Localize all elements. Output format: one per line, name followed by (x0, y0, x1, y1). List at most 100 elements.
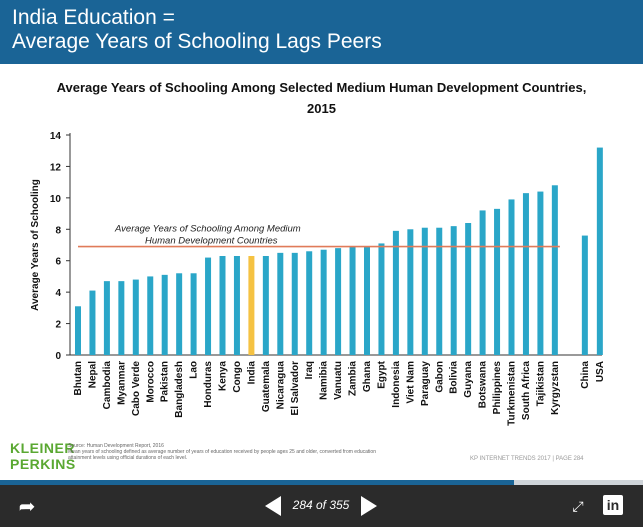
bar (335, 248, 342, 355)
bar (392, 230, 399, 355)
x-tick-label: Bangladesh (174, 361, 185, 418)
bar (190, 273, 197, 355)
y-tick-label: 8 (55, 225, 61, 236)
bar (89, 290, 96, 355)
bar (581, 235, 588, 355)
progress-bar[interactable] (0, 480, 643, 485)
source-line3: attainment levels using official duratio… (68, 455, 188, 461)
bar (537, 191, 544, 355)
expand-icon: ⤢ (572, 497, 584, 514)
bar-chart: 0 2 4 6 8 10 12 14 Average Years of Schooling Bhu… (30, 131, 606, 426)
page-footer-label: KP INTERNET TRENDS 2017 | PAGE 284 (470, 456, 584, 462)
y-tick-label: 12 (50, 162, 62, 173)
x-tick-label: South Africa (521, 361, 532, 421)
x-tick-label: Nicaragua (275, 361, 286, 410)
linkedin-button[interactable]: in (602, 494, 624, 516)
bar (176, 273, 183, 355)
share-arrow-icon: ➦ (18, 495, 36, 518)
x-tick-label: Cabo Verde (131, 361, 142, 416)
x-tick-label: Cambodia (102, 361, 113, 410)
next-slide-button[interactable] (358, 495, 380, 517)
bar (596, 147, 603, 355)
bar (205, 257, 212, 355)
x-tick-label: Namibia (319, 361, 330, 400)
x-tick-label: Vanuatu (333, 361, 344, 400)
bar (407, 229, 414, 355)
y-tick-label: 2 (55, 320, 61, 331)
triangle-right-icon (361, 496, 377, 516)
bar (233, 256, 240, 355)
chart-title-line1: Average Years of Schooling Among Selecte… (56, 80, 587, 95)
x-tick-label: Paraguay (420, 361, 431, 406)
progress-bar-fill (0, 480, 515, 485)
linkedin-icon: in (603, 495, 623, 515)
source-note: Source: Human Development Report, 2016 M… (68, 443, 468, 461)
bar (277, 252, 284, 355)
x-tick-label: Turkmenistan (507, 361, 518, 426)
viewer-toolbar: ➦ 284 of 355 ⤢ in (0, 485, 643, 527)
page-indicator: 284 of 355 (292, 498, 350, 512)
x-tick-label: Ghana (362, 361, 373, 393)
chart-title-line2: 2015 (307, 101, 336, 116)
x-tick-label: Iraq (304, 361, 315, 379)
y-tick-label: 14 (50, 131, 62, 142)
bar (248, 256, 255, 355)
slide-title: India Education = Average Years of Schoo… (12, 6, 382, 54)
x-tick-label: China (580, 361, 591, 389)
x-tick-label: Morocco (145, 361, 156, 403)
x-tick-label: Kenya (218, 361, 229, 391)
slide-title-line1: India Education = (12, 6, 175, 29)
x-tick-label: Kyrgyzstan (550, 361, 561, 415)
bar (378, 243, 385, 355)
source-line1: Source: Human Development Report, 2016 (68, 443, 164, 449)
bar (262, 256, 269, 355)
average-line-label-2: Human Development Countries (145, 236, 278, 247)
y-tick-label: 0 (55, 351, 61, 362)
x-tick-label: Philippines (492, 361, 503, 415)
x-tick-label: Bolivia (449, 361, 460, 394)
x-tick-label: El Salvador (290, 361, 301, 416)
x-tick-label: Gabon (434, 361, 445, 393)
bar (508, 199, 515, 355)
bar (75, 306, 81, 355)
bar (219, 256, 226, 355)
previous-slide-button[interactable] (262, 495, 284, 517)
share-button[interactable]: ➦ (14, 493, 40, 519)
x-tick-label: Congo (232, 361, 243, 393)
y-axis-label: Average Years of Schooling (30, 179, 41, 311)
bar (465, 223, 472, 355)
x-tick-label: Botswana (478, 361, 489, 409)
x-tick-label: Myanmar (116, 361, 127, 405)
x-tick-label: Guyana (463, 361, 474, 398)
triangle-left-icon (265, 496, 281, 516)
x-tick-label: Bhutan (73, 361, 84, 395)
bar (132, 279, 139, 355)
bar (522, 193, 529, 355)
bar (349, 246, 356, 355)
x-tick-label: Guatemala (261, 361, 272, 413)
logo-line2: PERKINS (10, 456, 76, 472)
x-tick-label: Nepal (87, 361, 98, 388)
x-tick-label: India (246, 361, 257, 385)
bar (436, 227, 443, 355)
average-line-label-1: Average Years of Schooling Among Medium (114, 224, 301, 235)
bar (364, 246, 370, 355)
x-tick-label: Indonesia (391, 361, 402, 408)
logo-line1: KLEINER (10, 440, 75, 456)
bar (421, 227, 428, 355)
bar (161, 274, 168, 355)
bar (306, 251, 313, 355)
x-tick-label: Viet Nam (405, 361, 416, 404)
fullscreen-button[interactable]: ⤢ (567, 495, 589, 517)
kleiner-perkins-logo: KLEINER PERKINS (10, 440, 76, 472)
bar (450, 226, 457, 355)
bar (147, 276, 154, 355)
y-tick-label: 6 (55, 257, 61, 268)
bar (291, 252, 298, 355)
y-tick-label: 4 (55, 288, 61, 299)
x-tick-label: USA (595, 361, 606, 382)
slide-title-line2: Average Years of Schooling Lags Peers (12, 30, 382, 53)
x-tick-label: Pakistan (160, 361, 171, 402)
x-tick-label: Zambia (348, 361, 359, 396)
